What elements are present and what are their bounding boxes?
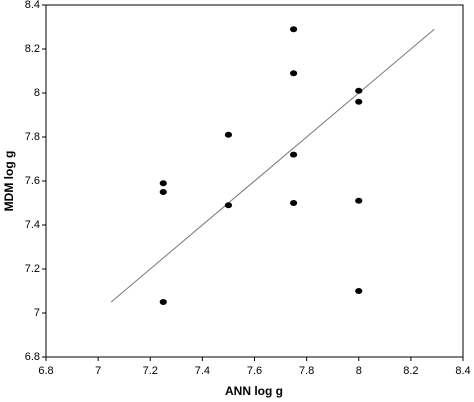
point [355, 98, 363, 105]
y-tick-label: 6.8 [25, 351, 40, 363]
point [224, 202, 233, 209]
y-tick-label: 7.6 [25, 175, 40, 187]
point [289, 70, 298, 77]
point [159, 189, 167, 195]
point [355, 197, 363, 204]
y-tick-label: 8.4 [25, 0, 40, 11]
x-tick-label: 6.8 [38, 365, 53, 377]
point [289, 200, 298, 206]
point [224, 131, 233, 138]
x-tick-label: 8.4 [455, 365, 470, 377]
x-tick-label: 8 [356, 365, 362, 377]
point [159, 180, 167, 187]
point [355, 87, 363, 94]
point [355, 288, 363, 294]
x-tick-label: 7.2 [143, 365, 158, 377]
y-tick-label: 7.8 [25, 131, 40, 143]
x-tick-label: 7.6 [247, 365, 262, 377]
y-tick-label: 7.2 [25, 263, 40, 275]
x-tick-label: 7 [95, 365, 101, 377]
reference-line [110, 28, 435, 303]
x-tick-label: 7.8 [299, 365, 314, 377]
y-axis-title: MDM log g [2, 151, 16, 212]
x-tick-label: 7.4 [195, 365, 210, 377]
x-axis-title: ANN log g [225, 384, 283, 398]
y-tick-label: 7 [34, 307, 40, 319]
x-tick-label: 8.2 [403, 365, 418, 377]
point [289, 151, 298, 158]
y-tick-label: 7.4 [25, 219, 40, 231]
y-tick-label: 8 [34, 87, 40, 99]
y-tick-label: 8.2 [25, 43, 40, 55]
point [159, 299, 167, 305]
point [289, 26, 298, 33]
